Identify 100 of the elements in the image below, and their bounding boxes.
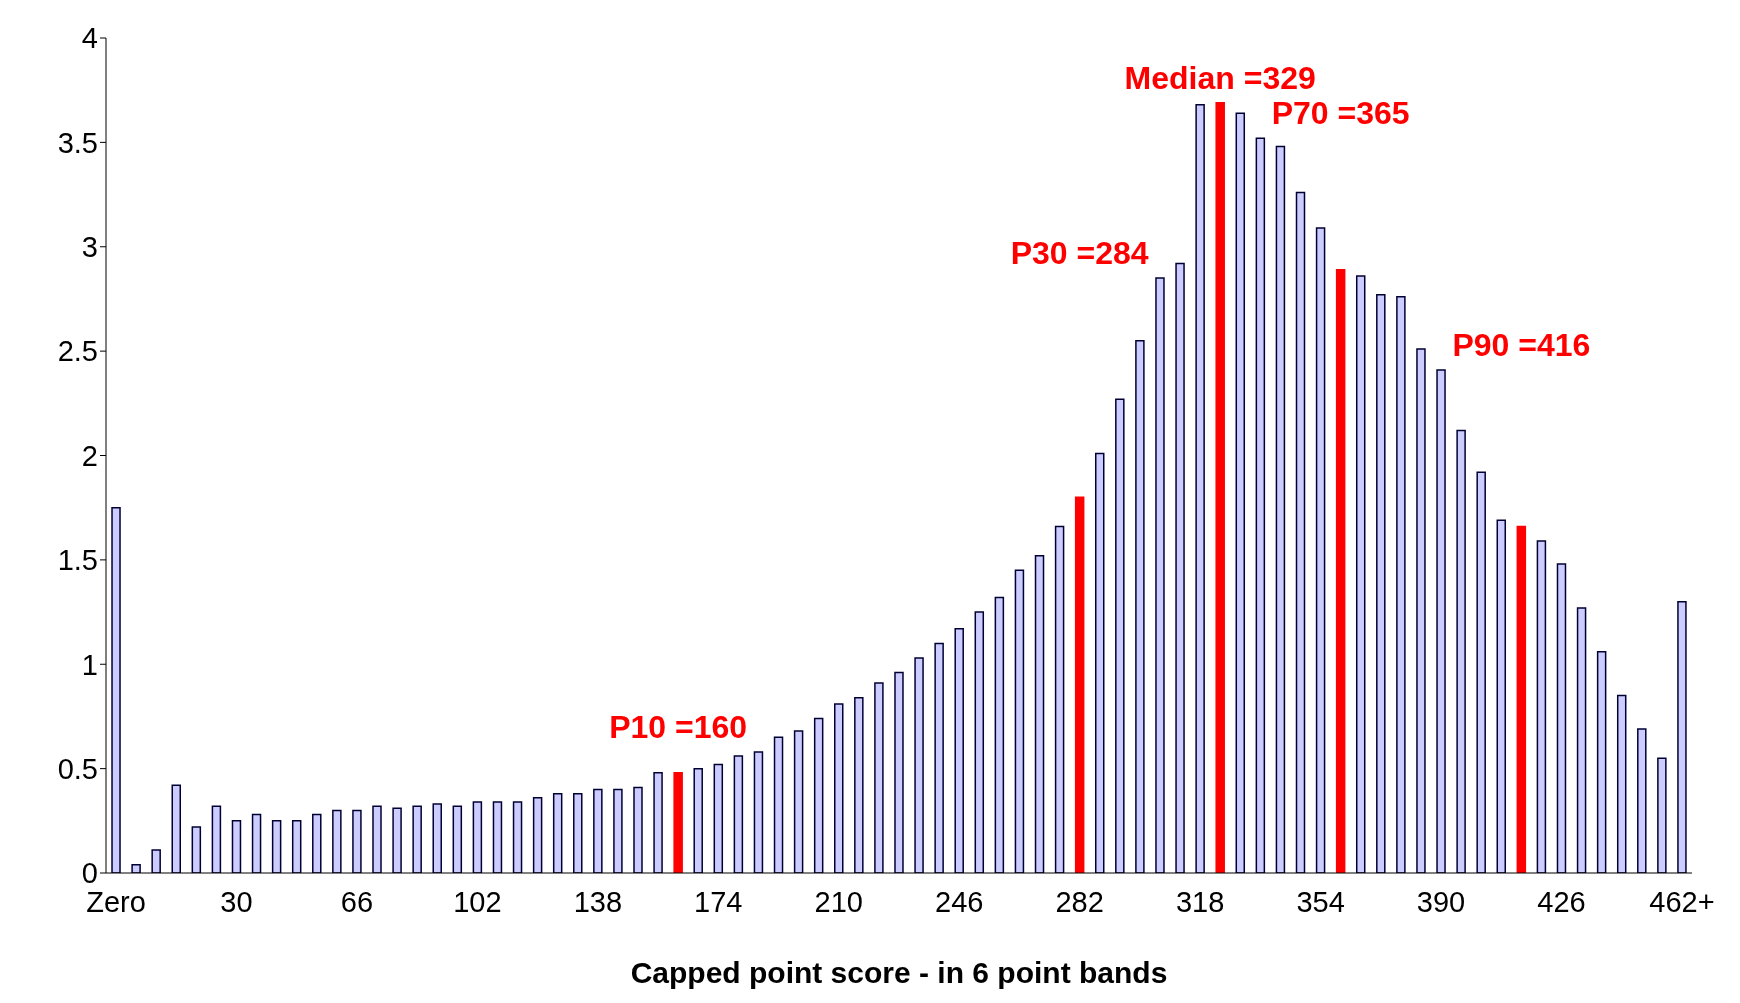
bar	[593, 788, 603, 873]
bar	[372, 805, 382, 873]
bar	[552, 792, 563, 873]
bar	[773, 736, 784, 873]
bar	[1416, 348, 1426, 873]
bar	[1516, 525, 1527, 873]
bar	[151, 849, 161, 873]
bar	[1235, 112, 1246, 873]
bar	[111, 506, 121, 873]
x-tick-label: 102	[453, 885, 502, 918]
bar	[1556, 563, 1567, 873]
x-tick-label: 282	[1055, 885, 1104, 918]
bar	[1295, 191, 1306, 873]
x-axis-title: Capped point score - in 6 point bands	[630, 956, 1168, 989]
bar	[874, 682, 884, 873]
bar	[171, 784, 181, 873]
bar	[1115, 398, 1125, 873]
bar	[1135, 339, 1145, 873]
bar	[1054, 525, 1065, 873]
y-tick-label: 2.5	[57, 335, 98, 368]
annotation: P10 =160	[609, 708, 748, 745]
bar	[472, 801, 483, 873]
bar	[412, 805, 422, 873]
bar	[191, 826, 202, 873]
x-tick-label: 138	[573, 885, 623, 918]
bar	[312, 813, 322, 873]
bar	[1637, 728, 1647, 873]
bar	[512, 801, 523, 873]
bar	[753, 751, 764, 873]
annotation: Median =329	[1124, 59, 1316, 96]
bar	[693, 767, 703, 873]
bar	[271, 820, 282, 873]
bar	[1576, 607, 1587, 873]
bar	[914, 657, 924, 873]
bar	[352, 809, 362, 873]
bar	[633, 786, 643, 873]
bar	[1255, 137, 1266, 873]
y-tick-label: 2	[81, 439, 98, 472]
bar	[1496, 519, 1507, 873]
bar	[1355, 275, 1366, 873]
bar	[733, 755, 744, 873]
bar	[673, 772, 683, 873]
y-tick-label: 4	[81, 22, 98, 55]
bar	[131, 863, 141, 873]
bar	[291, 820, 302, 873]
bar	[1175, 262, 1185, 873]
bar	[1677, 600, 1687, 873]
bar	[974, 611, 985, 873]
y-tick-label: 1.5	[57, 544, 98, 577]
bar	[1315, 227, 1326, 873]
bar	[532, 797, 543, 873]
bar	[1215, 101, 1225, 873]
bar	[834, 703, 844, 873]
y-tick-label: 1	[81, 648, 98, 681]
bar	[1436, 369, 1446, 873]
x-tick-label: 174	[694, 885, 743, 918]
bar	[793, 730, 804, 873]
x-tick-label: 66	[340, 885, 374, 918]
x-tick-label: 318	[1175, 885, 1225, 918]
bar	[653, 772, 663, 873]
x-tick-label: 246	[935, 885, 984, 918]
bar	[1034, 554, 1045, 873]
x-tick-label: 462+	[1649, 885, 1715, 918]
y-tick-label: 3.5	[57, 126, 98, 159]
x-tick-label: 210	[814, 885, 863, 918]
bar	[332, 809, 342, 873]
x-tick-label: 30	[220, 885, 253, 918]
bar	[1657, 757, 1667, 873]
bar	[251, 813, 262, 873]
bar	[1195, 104, 1205, 873]
bar	[432, 803, 442, 873]
bar	[894, 671, 904, 873]
x-tick-label: 354	[1296, 885, 1345, 918]
bar	[994, 596, 1005, 873]
bar	[1456, 429, 1466, 873]
bar	[1155, 277, 1165, 873]
bar	[392, 807, 402, 873]
bar	[1616, 694, 1627, 873]
bar	[954, 628, 964, 873]
bar	[492, 801, 503, 873]
annotation: P70 =365	[1271, 95, 1410, 132]
bar	[713, 763, 724, 873]
x-tick-label: 426	[1537, 885, 1586, 918]
bar	[1094, 452, 1105, 873]
x-tick-label: 390	[1416, 885, 1466, 918]
bar	[211, 805, 222, 873]
y-tick-label: 0.5	[57, 752, 98, 785]
bar	[854, 696, 864, 873]
y-tick-label: 3	[81, 231, 98, 264]
bar	[1476, 471, 1486, 873]
bar	[1275, 145, 1286, 873]
bar	[934, 642, 944, 873]
bar	[1014, 569, 1025, 873]
bar	[573, 792, 583, 873]
bar	[1596, 650, 1607, 873]
bar	[1536, 540, 1547, 873]
bar	[452, 805, 463, 873]
bar	[231, 820, 242, 873]
bar	[1376, 294, 1386, 873]
bar	[1396, 296, 1406, 873]
